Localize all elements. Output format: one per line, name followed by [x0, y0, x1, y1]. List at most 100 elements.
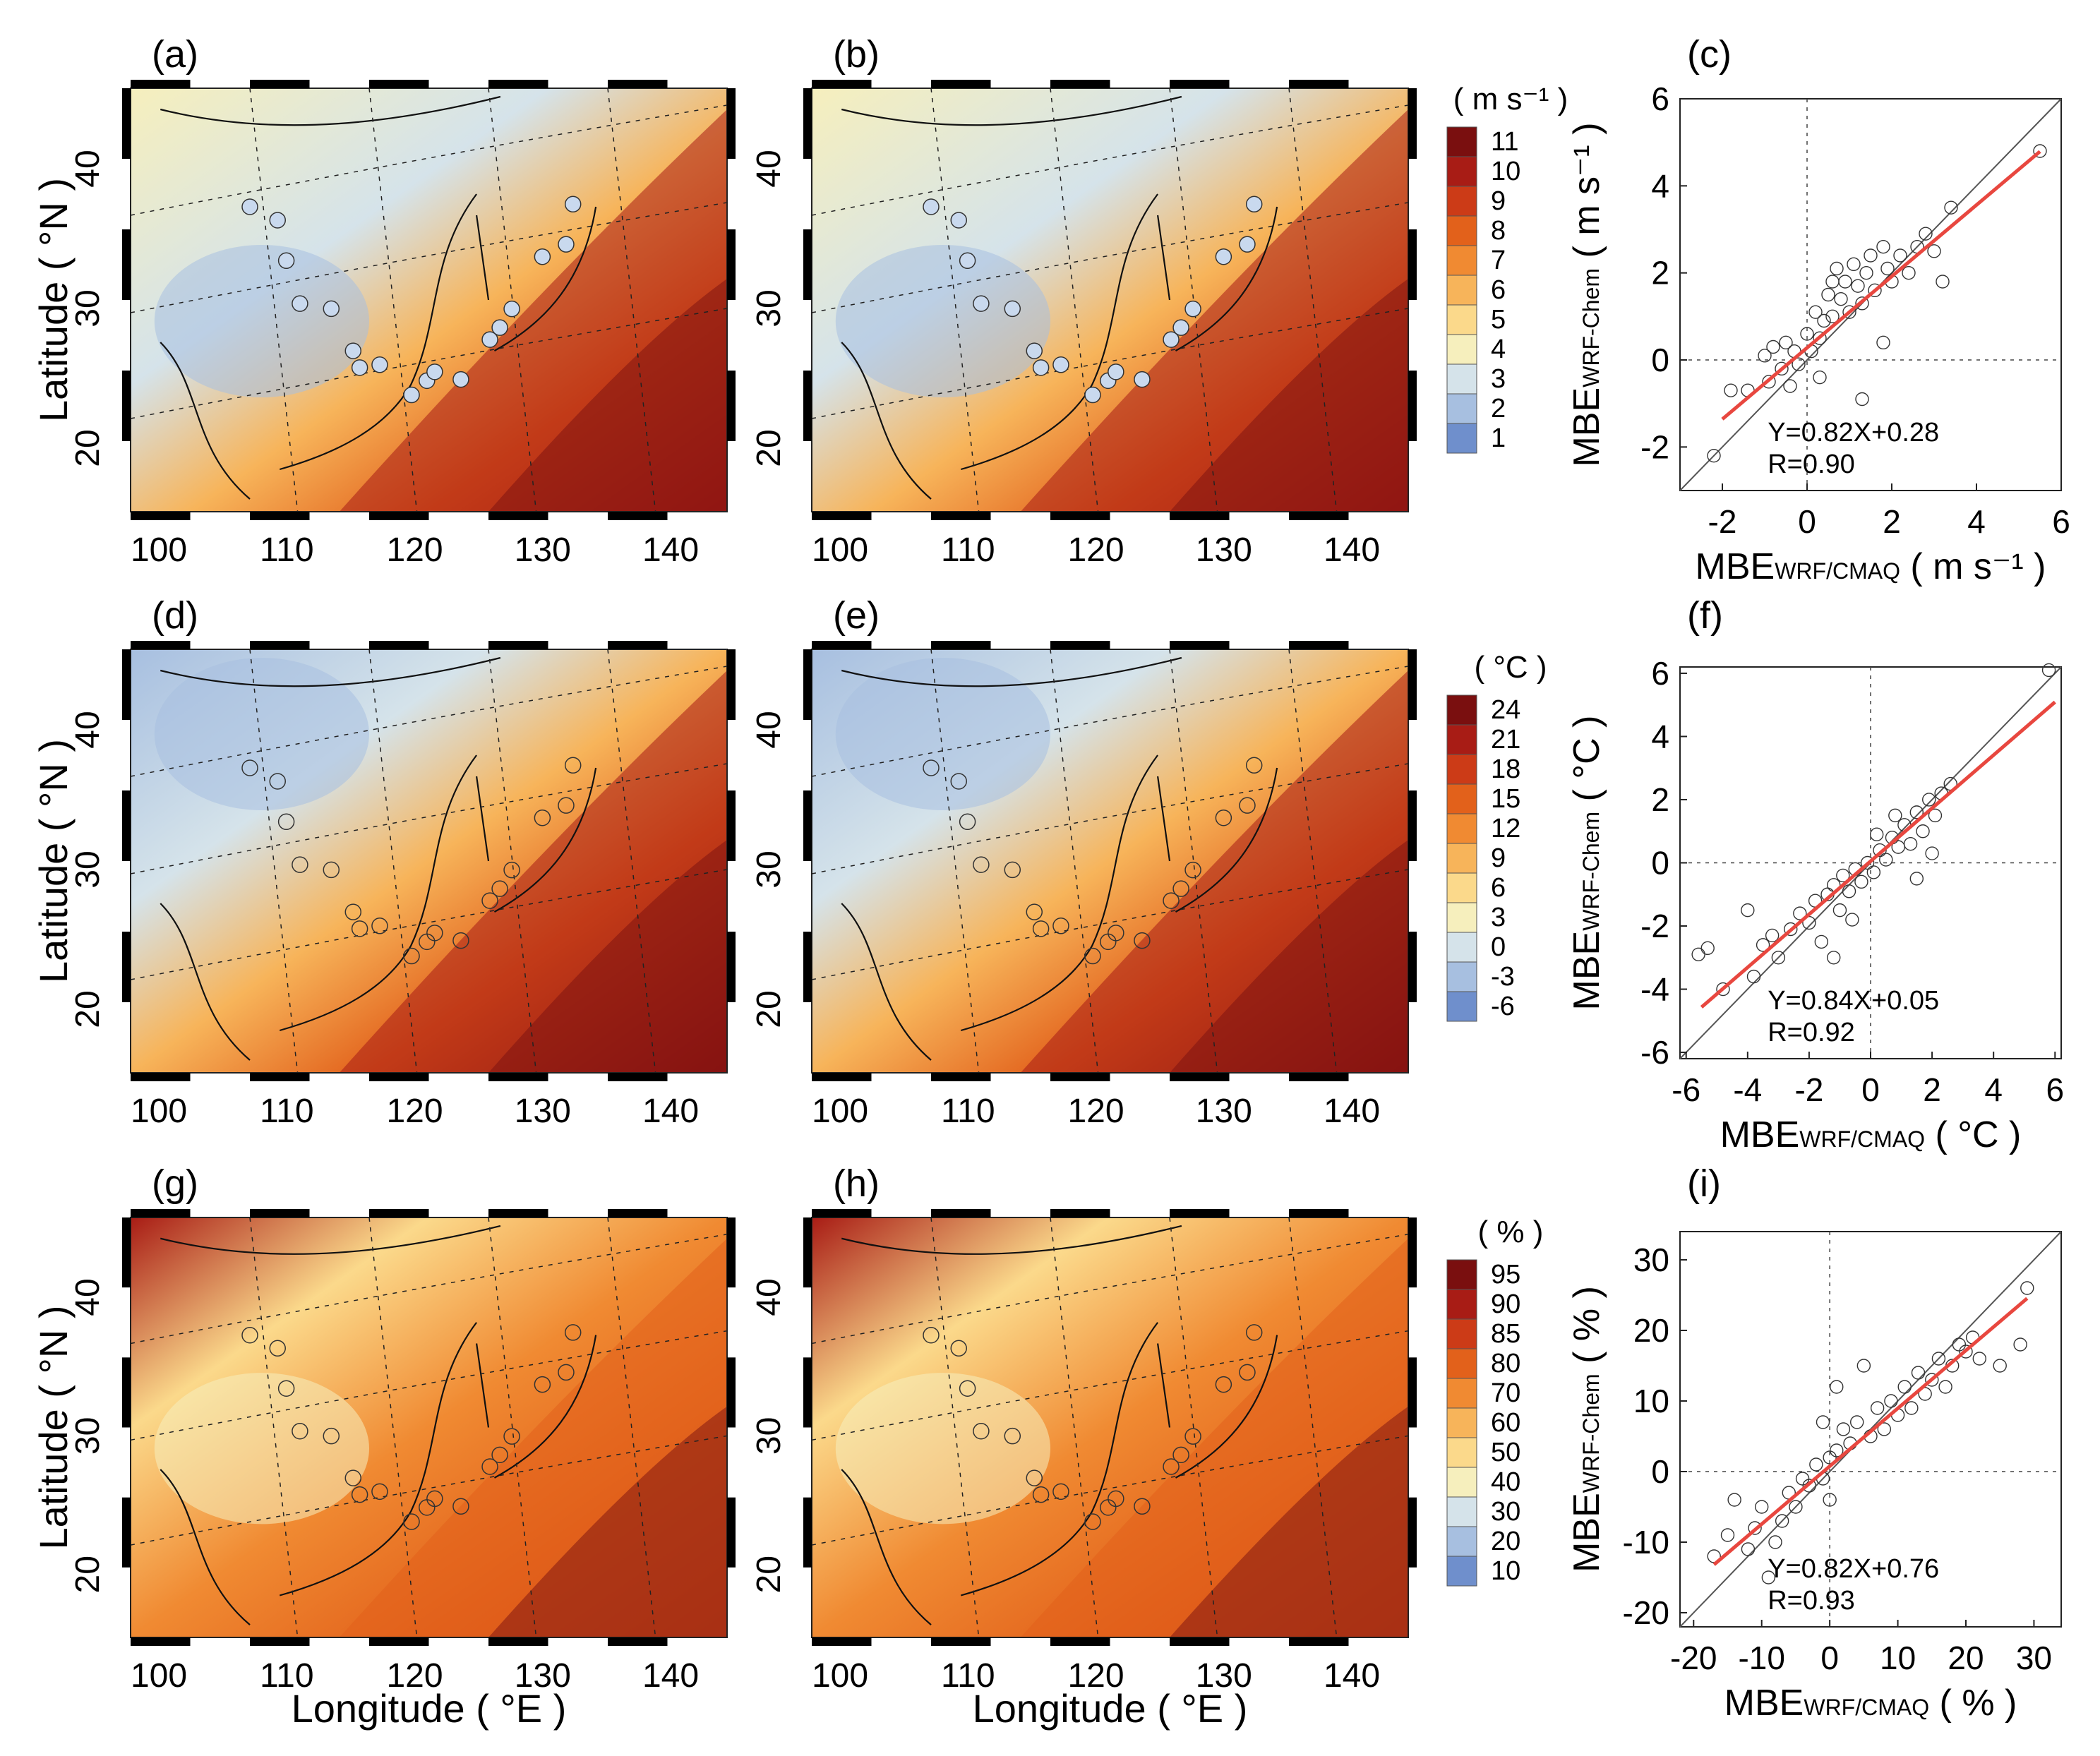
x-tick-label: -10 — [1738, 1640, 1784, 1676]
data-point — [1893, 248, 1907, 263]
border-tick — [488, 80, 548, 88]
data-point — [1741, 1542, 1756, 1556]
colorbar-label: 15 — [1491, 784, 1520, 814]
station-marker — [403, 947, 420, 965]
border-tick — [812, 1637, 872, 1646]
border-tick — [1289, 512, 1349, 520]
map-panel: (b) 100 110 120 130 140 20 30 40 — [750, 33, 1417, 569]
border-tick — [727, 229, 736, 300]
border-tick — [1289, 1073, 1349, 1081]
border-tick — [1408, 88, 1417, 159]
colorbar-label: 3 — [1491, 364, 1506, 394]
x-tick-label: 130 — [1196, 531, 1252, 569]
x-label-sub: WRF/CMAQ — [1804, 1695, 1929, 1720]
station-marker — [558, 797, 575, 814]
x-tick-label: 100 — [131, 1657, 187, 1695]
ocean-core — [488, 1406, 727, 1637]
data-point — [2033, 144, 2047, 158]
station-marker — [292, 1422, 308, 1440]
data-point — [1761, 1570, 1776, 1584]
station-marker — [503, 1428, 520, 1445]
x-tick-label: 120 — [1067, 1093, 1124, 1130]
data-point — [1827, 951, 1841, 965]
data-point — [1830, 261, 1844, 276]
border-tick — [369, 1073, 429, 1081]
graticule-lon — [930, 88, 980, 512]
border-tick — [803, 1357, 812, 1428]
border-tick — [803, 88, 812, 159]
border-tick — [369, 1209, 429, 1217]
y-axis-label: Latitude ( °N ) — [31, 739, 76, 983]
graticule-lon — [930, 1217, 980, 1638]
colorbar-label: 10 — [1491, 1556, 1520, 1586]
data-point — [1859, 265, 1873, 280]
data-point — [1972, 1352, 1986, 1366]
border-tick — [122, 371, 131, 441]
border-tick — [1050, 641, 1110, 649]
colorbar-label: 85 — [1491, 1319, 1520, 1349]
graticule-lon — [930, 649, 980, 1074]
data-point — [1832, 903, 1847, 918]
data-point — [1856, 1359, 1871, 1373]
x-tick-label: -20 — [1670, 1640, 1717, 1676]
border-tick — [131, 1209, 191, 1217]
colorbar-swatch — [1446, 902, 1477, 933]
y-axis-label: MBEWRF-Chem ( °C ) — [1566, 716, 1607, 1011]
colorbar-unit: ( °C ) — [1474, 650, 1547, 685]
border-tick — [608, 1637, 668, 1646]
data-point — [1779, 335, 1793, 350]
border-tick — [1408, 1357, 1417, 1428]
y-tick-label: -6 — [1640, 1034, 1669, 1071]
scatter-panel: (c)-2 0 2 4 6-20246Y=0.82X+0.28R=0.90MBEWRF/… — [1566, 33, 2070, 587]
correlation-label: R=0.90 — [1768, 450, 1855, 479]
coastline — [160, 656, 597, 1061]
border-tick — [131, 1073, 191, 1081]
data-point — [1724, 383, 1738, 397]
station-marker — [344, 903, 362, 920]
border-tick — [608, 1073, 668, 1081]
station-marker — [1163, 1458, 1180, 1475]
colorbar-unit: ( m s⁻¹ ) — [1453, 82, 1568, 116]
border-tick — [250, 1209, 310, 1217]
x-tick-label: 0 — [1798, 503, 1816, 540]
station-marker — [564, 196, 582, 213]
station-marker — [426, 925, 443, 942]
y-label-sub: WRF-Chem — [1578, 268, 1604, 387]
y-tick-label: -4 — [1640, 971, 1669, 1008]
graticule-lon — [1050, 1217, 1099, 1638]
data-point — [1993, 1359, 2007, 1373]
x-label-unit: ( % ) — [1929, 1683, 2017, 1724]
y-tick-label: 20 — [750, 1556, 788, 1593]
x-tick-label: 2 — [1923, 1071, 1941, 1108]
station-marker — [351, 920, 368, 937]
x-tick-label: 100 — [131, 1093, 187, 1130]
colorbar-label: 6 — [1491, 275, 1506, 305]
data-point — [1765, 928, 1780, 943]
scatter-panel: (i) -20 -10 0 10 20 30 -20 -10 0 10 20 30 Y=0.82X+0.7… — [1566, 1162, 2062, 1724]
data-point — [1836, 868, 1850, 883]
station-marker — [973, 295, 990, 312]
panel-label: (f) — [1687, 594, 1723, 637]
border-tick — [608, 512, 668, 520]
x-tick-label: 130 — [1196, 1093, 1252, 1130]
station-marker — [923, 198, 940, 215]
data-point — [1707, 448, 1721, 463]
colorbar-swatch — [1446, 186, 1477, 217]
inland-patch — [154, 245, 369, 397]
border-tick — [803, 1497, 812, 1568]
data-point — [1741, 903, 1755, 918]
colorbar-swatch — [1446, 1259, 1477, 1290]
y-tick-label: 30 — [750, 1417, 788, 1455]
colorbar-label: 60 — [1491, 1408, 1520, 1438]
colorbar-swatch — [1446, 1556, 1477, 1587]
inland-patch — [835, 245, 1050, 397]
graticule-lon — [488, 1217, 537, 1638]
data-point — [1922, 793, 1936, 807]
station-marker — [1084, 1513, 1101, 1530]
colorbar-swatch — [1446, 961, 1477, 992]
border-tick — [131, 641, 191, 649]
station-marker — [1134, 371, 1151, 388]
colorbar-swatch — [1446, 156, 1477, 187]
coastline — [160, 1225, 597, 1625]
x-label-main: MBE — [1720, 1114, 1800, 1155]
